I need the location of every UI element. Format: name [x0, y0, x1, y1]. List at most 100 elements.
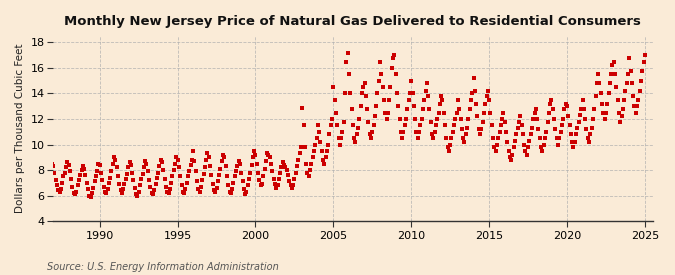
- Point: [93, 161, 104, 166]
- Point: [203, 155, 214, 160]
- Point: [424, 107, 435, 111]
- Point: [122, 172, 132, 176]
- Point: [521, 153, 532, 157]
- Point: [101, 191, 111, 195]
- Point: [131, 192, 142, 196]
- Point: [138, 165, 149, 170]
- Point: [412, 136, 423, 140]
- Point: [80, 173, 91, 177]
- Point: [184, 169, 194, 174]
- Point: [306, 161, 317, 166]
- Point: [476, 127, 487, 131]
- Point: [300, 145, 310, 149]
- Point: [406, 79, 416, 83]
- Point: [618, 107, 628, 111]
- Point: [363, 119, 374, 124]
- Point: [148, 192, 159, 196]
- Point: [173, 165, 184, 170]
- Point: [421, 81, 432, 86]
- Point: [580, 117, 591, 121]
- Point: [621, 81, 632, 86]
- Point: [289, 177, 300, 181]
- Point: [196, 185, 207, 189]
- Point: [285, 183, 296, 188]
- Point: [539, 136, 550, 140]
- Point: [384, 98, 395, 102]
- Point: [470, 101, 481, 106]
- Point: [519, 142, 530, 147]
- Point: [562, 104, 572, 108]
- Point: [74, 178, 84, 182]
- Point: [288, 183, 298, 188]
- Point: [403, 98, 414, 102]
- Point: [90, 174, 101, 178]
- Point: [593, 72, 603, 76]
- Point: [454, 107, 464, 111]
- Point: [55, 187, 66, 191]
- Point: [335, 136, 346, 140]
- Point: [277, 160, 288, 164]
- Point: [529, 111, 540, 115]
- Point: [183, 174, 194, 178]
- Point: [194, 189, 205, 194]
- Y-axis label: Dollars per Thousand Cubic Feet: Dollars per Thousand Cubic Feet: [15, 44, 25, 213]
- Point: [487, 136, 498, 140]
- Point: [190, 169, 201, 174]
- Point: [103, 181, 114, 185]
- Point: [206, 173, 217, 177]
- Point: [490, 149, 501, 153]
- Point: [48, 164, 59, 168]
- Point: [511, 132, 522, 136]
- Point: [559, 107, 570, 111]
- Point: [356, 91, 367, 96]
- Point: [171, 155, 182, 160]
- Point: [605, 72, 616, 76]
- Point: [248, 155, 259, 160]
- Point: [638, 59, 649, 64]
- Point: [546, 98, 557, 102]
- Point: [350, 140, 361, 144]
- Point: [276, 165, 287, 170]
- Point: [494, 130, 505, 134]
- Point: [301, 161, 312, 166]
- Point: [158, 168, 169, 172]
- Point: [537, 149, 547, 153]
- Point: [137, 172, 148, 176]
- Point: [564, 123, 575, 128]
- Point: [294, 151, 305, 156]
- Point: [598, 111, 609, 115]
- Point: [506, 158, 516, 162]
- Point: [141, 161, 152, 166]
- Point: [581, 127, 592, 131]
- Point: [266, 161, 277, 166]
- Point: [92, 169, 103, 174]
- Point: [221, 174, 232, 178]
- Point: [331, 111, 342, 115]
- Point: [179, 191, 190, 195]
- Point: [63, 163, 74, 167]
- Point: [572, 126, 583, 130]
- Point: [549, 117, 560, 121]
- Point: [352, 126, 363, 130]
- Point: [313, 123, 323, 128]
- Point: [574, 113, 585, 117]
- Point: [466, 98, 477, 102]
- Point: [172, 158, 183, 162]
- Point: [379, 98, 389, 102]
- Point: [583, 136, 593, 140]
- Point: [245, 170, 256, 175]
- Point: [111, 165, 122, 170]
- Point: [280, 165, 291, 170]
- Point: [398, 130, 409, 134]
- Point: [473, 127, 484, 131]
- Point: [531, 107, 541, 111]
- Point: [154, 164, 165, 168]
- Point: [217, 153, 228, 157]
- Point: [258, 174, 269, 178]
- Point: [619, 98, 630, 102]
- Point: [603, 91, 614, 96]
- Point: [410, 117, 421, 121]
- Point: [502, 140, 513, 144]
- Point: [397, 136, 408, 140]
- Point: [637, 68, 648, 73]
